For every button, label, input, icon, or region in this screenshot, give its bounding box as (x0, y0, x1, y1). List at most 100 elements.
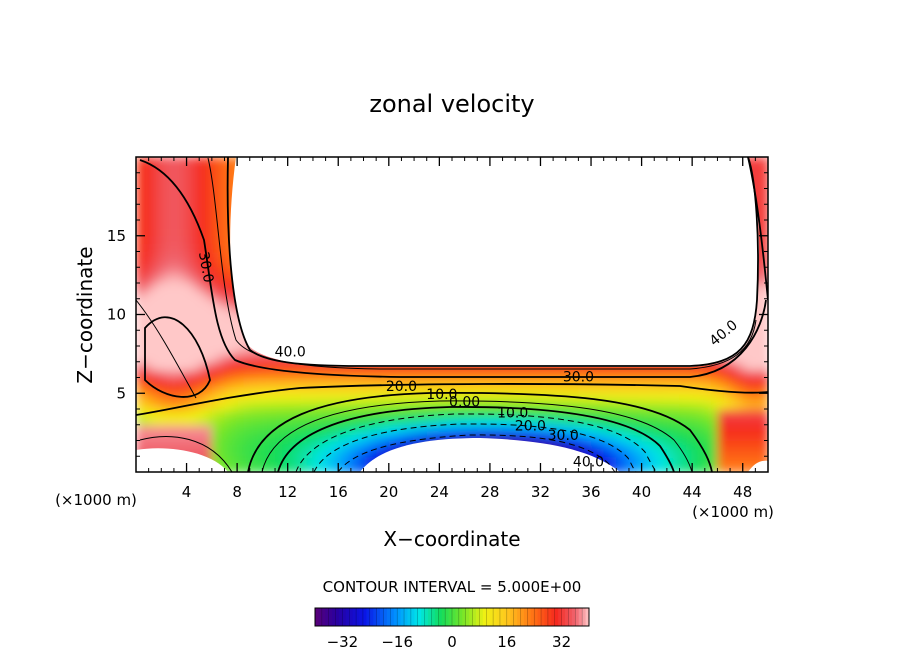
field-cell (148, 275, 156, 284)
field-cell (167, 298, 175, 308)
colorbar-segment (523, 608, 528, 626)
colorbar-segment (585, 608, 590, 626)
colorbar-segment (475, 608, 480, 626)
field-cell (186, 306, 194, 316)
field-cell (730, 401, 738, 410)
colorbar-frame (314, 607, 590, 627)
field-cell (622, 464, 630, 472)
field-cell (730, 361, 738, 371)
field-cell (603, 409, 611, 418)
field-cell (433, 369, 441, 379)
field-cell (205, 180, 213, 190)
field-cell (591, 440, 599, 450)
colorbar-segment (397, 608, 402, 626)
field-cell (717, 424, 725, 434)
field-cell (230, 361, 238, 371)
field-cell (698, 393, 706, 402)
field-cell (161, 330, 169, 339)
field-cell (275, 377, 283, 387)
field-cell (186, 164, 194, 174)
field-cell (192, 157, 200, 166)
field-cell (218, 424, 226, 434)
field-cell (180, 275, 188, 284)
field-cell (148, 290, 156, 300)
x-tick-label: 16 (329, 483, 348, 501)
field-cell (186, 243, 194, 253)
field-cell (186, 157, 194, 166)
field-cell (300, 385, 308, 395)
field-cell (603, 385, 611, 395)
field-cell (388, 385, 396, 395)
field-cell (414, 424, 422, 434)
field-cell (704, 464, 712, 472)
field-cell (641, 393, 649, 402)
field-cell (698, 369, 706, 379)
field-cell (154, 306, 163, 316)
field-cell (445, 385, 453, 395)
field-cell (749, 456, 757, 465)
field-cell (591, 385, 599, 395)
field-cell (553, 424, 561, 434)
field-cell (161, 275, 169, 284)
field-cell (180, 416, 188, 426)
field-cell (704, 409, 712, 418)
field-cell (483, 369, 491, 379)
field-cell (148, 157, 156, 166)
field-cell (761, 212, 768, 221)
field-cell (211, 235, 219, 245)
field-cell (717, 393, 725, 402)
field-cell (502, 393, 510, 402)
field-cell (167, 188, 175, 198)
field-cell (761, 164, 768, 174)
field-cell (723, 464, 731, 472)
field-cell (369, 448, 377, 458)
field-cell (534, 377, 542, 387)
field-cell (173, 259, 182, 269)
field-cell (603, 369, 611, 379)
field-cell (338, 401, 346, 410)
field-cell (161, 322, 169, 332)
field-cell (325, 377, 333, 387)
field-cell (199, 409, 207, 418)
field-cell (154, 220, 163, 229)
field-cell (755, 401, 763, 410)
field-cell (192, 306, 200, 316)
field-cell (723, 393, 731, 402)
field-cell (275, 424, 283, 434)
field-cell (742, 393, 750, 402)
field-cell (603, 440, 611, 450)
field-cell (268, 416, 276, 426)
field-cell (502, 385, 510, 395)
field-cell (660, 440, 668, 450)
field-cell (180, 338, 188, 347)
field-cell (572, 432, 580, 442)
field-cell (312, 456, 321, 465)
field-cell (610, 440, 618, 450)
colorbar-segment (383, 608, 388, 626)
field-cell (180, 361, 188, 371)
field-cell (723, 369, 731, 379)
field-cell (325, 393, 333, 402)
field-cell (761, 353, 768, 363)
field-cell (407, 424, 415, 434)
field-cell (357, 393, 365, 402)
field-cell (654, 464, 662, 472)
field-cell (641, 369, 649, 379)
field-cell (572, 385, 580, 395)
field-cell (199, 220, 207, 229)
field-cell (167, 227, 175, 237)
field-cell (496, 369, 504, 379)
field-cell (237, 369, 245, 379)
field-cell (142, 283, 150, 292)
field-cell (319, 416, 327, 426)
field-cell (294, 432, 302, 442)
field-cell (420, 416, 428, 426)
field-cell (489, 369, 498, 379)
field-cell (376, 432, 384, 442)
contour-line (313, 423, 637, 472)
field-cell (439, 377, 447, 387)
field-cell (483, 432, 491, 442)
field-cell (673, 440, 681, 450)
field-cell (199, 322, 207, 332)
field-cell (256, 424, 264, 434)
